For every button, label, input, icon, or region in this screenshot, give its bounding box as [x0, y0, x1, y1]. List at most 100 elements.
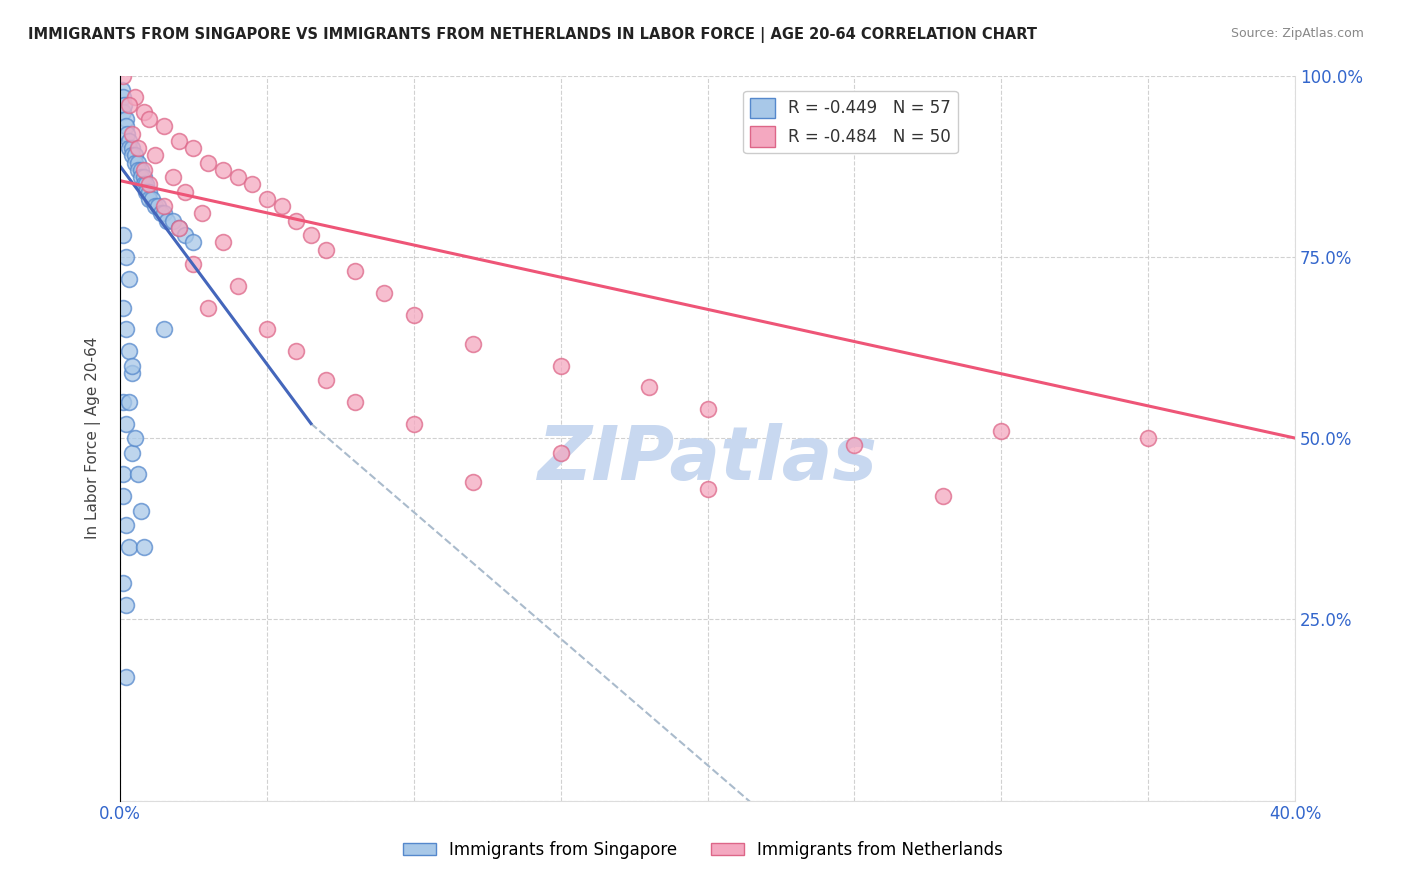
Point	[344, 264, 367, 278]
Point	[173, 185, 195, 199]
Point	[143, 199, 166, 213]
Point	[162, 213, 184, 227]
Point	[696, 482, 718, 496]
Point	[121, 445, 143, 459]
Point	[124, 148, 146, 162]
Point	[118, 394, 141, 409]
Point	[111, 576, 134, 591]
Point	[402, 417, 425, 431]
Point	[115, 112, 138, 126]
Point	[550, 445, 572, 459]
Point	[115, 120, 138, 134]
Point	[153, 199, 176, 213]
Point	[129, 169, 152, 184]
Point	[153, 206, 176, 220]
Point	[117, 127, 139, 141]
Point	[315, 243, 337, 257]
Point	[111, 489, 134, 503]
Point	[114, 97, 136, 112]
Point	[118, 97, 141, 112]
Point	[111, 301, 134, 315]
Text: IMMIGRANTS FROM SINGAPORE VS IMMIGRANTS FROM NETHERLANDS IN LABOR FORCE | AGE 20: IMMIGRANTS FROM SINGAPORE VS IMMIGRANTS …	[28, 27, 1038, 43]
Point	[138, 178, 160, 192]
Point	[115, 598, 138, 612]
Text: ZIPatlas: ZIPatlas	[537, 424, 877, 496]
Point	[111, 394, 134, 409]
Point	[115, 670, 138, 684]
Point	[153, 120, 176, 134]
Point	[402, 308, 425, 322]
Point	[197, 301, 219, 315]
Point	[118, 134, 141, 148]
Point	[115, 518, 138, 533]
Point	[132, 169, 155, 184]
Point	[138, 192, 160, 206]
Point	[127, 467, 149, 482]
Point	[132, 540, 155, 554]
Point	[132, 162, 155, 177]
Point	[118, 344, 141, 359]
Point	[124, 155, 146, 169]
Point	[162, 169, 184, 184]
Point	[124, 431, 146, 445]
Point	[132, 178, 155, 192]
Point	[111, 90, 134, 104]
Point	[121, 148, 143, 162]
Point	[256, 322, 278, 336]
Point	[461, 475, 484, 489]
Point	[121, 366, 143, 380]
Point	[191, 206, 214, 220]
Point	[115, 322, 138, 336]
Point	[111, 104, 134, 119]
Point	[148, 199, 170, 213]
Point	[121, 359, 143, 373]
Point	[153, 322, 176, 336]
Point	[183, 257, 205, 271]
Point	[844, 438, 866, 452]
Point	[212, 162, 235, 177]
Legend: Immigrants from Singapore, Immigrants from Netherlands: Immigrants from Singapore, Immigrants fr…	[396, 835, 1010, 866]
Point	[132, 104, 155, 119]
Point	[183, 141, 205, 155]
Point	[167, 220, 190, 235]
Point	[285, 213, 308, 227]
Point	[129, 162, 152, 177]
Point	[299, 227, 322, 242]
Point	[173, 227, 195, 242]
Point	[931, 489, 953, 503]
Point	[110, 83, 132, 97]
Point	[285, 344, 308, 359]
Legend: R = -0.449   N = 57, R = -0.484   N = 50: R = -0.449 N = 57, R = -0.484 N = 50	[744, 91, 957, 153]
Point	[118, 271, 141, 285]
Point	[124, 90, 146, 104]
Point	[115, 417, 138, 431]
Point	[115, 250, 138, 264]
Point	[315, 373, 337, 387]
Text: Source: ZipAtlas.com: Source: ZipAtlas.com	[1230, 27, 1364, 40]
Point	[111, 227, 134, 242]
Point	[990, 424, 1012, 438]
Point	[127, 162, 149, 177]
Point	[226, 278, 249, 293]
Point	[118, 141, 141, 155]
Point	[127, 141, 149, 155]
Point	[118, 540, 141, 554]
Point	[183, 235, 205, 250]
Point	[111, 467, 134, 482]
Point	[373, 286, 395, 301]
Point	[135, 185, 157, 199]
Point	[212, 235, 235, 250]
Point	[138, 185, 160, 199]
Point	[111, 69, 134, 83]
Point	[138, 112, 160, 126]
Point	[637, 380, 659, 394]
Point	[143, 148, 166, 162]
Point	[156, 213, 179, 227]
Point	[226, 169, 249, 184]
Point	[197, 155, 219, 169]
Point	[150, 206, 173, 220]
Point	[167, 220, 190, 235]
Point	[240, 178, 263, 192]
Point	[167, 134, 190, 148]
Y-axis label: In Labor Force | Age 20-64: In Labor Force | Age 20-64	[86, 337, 101, 540]
